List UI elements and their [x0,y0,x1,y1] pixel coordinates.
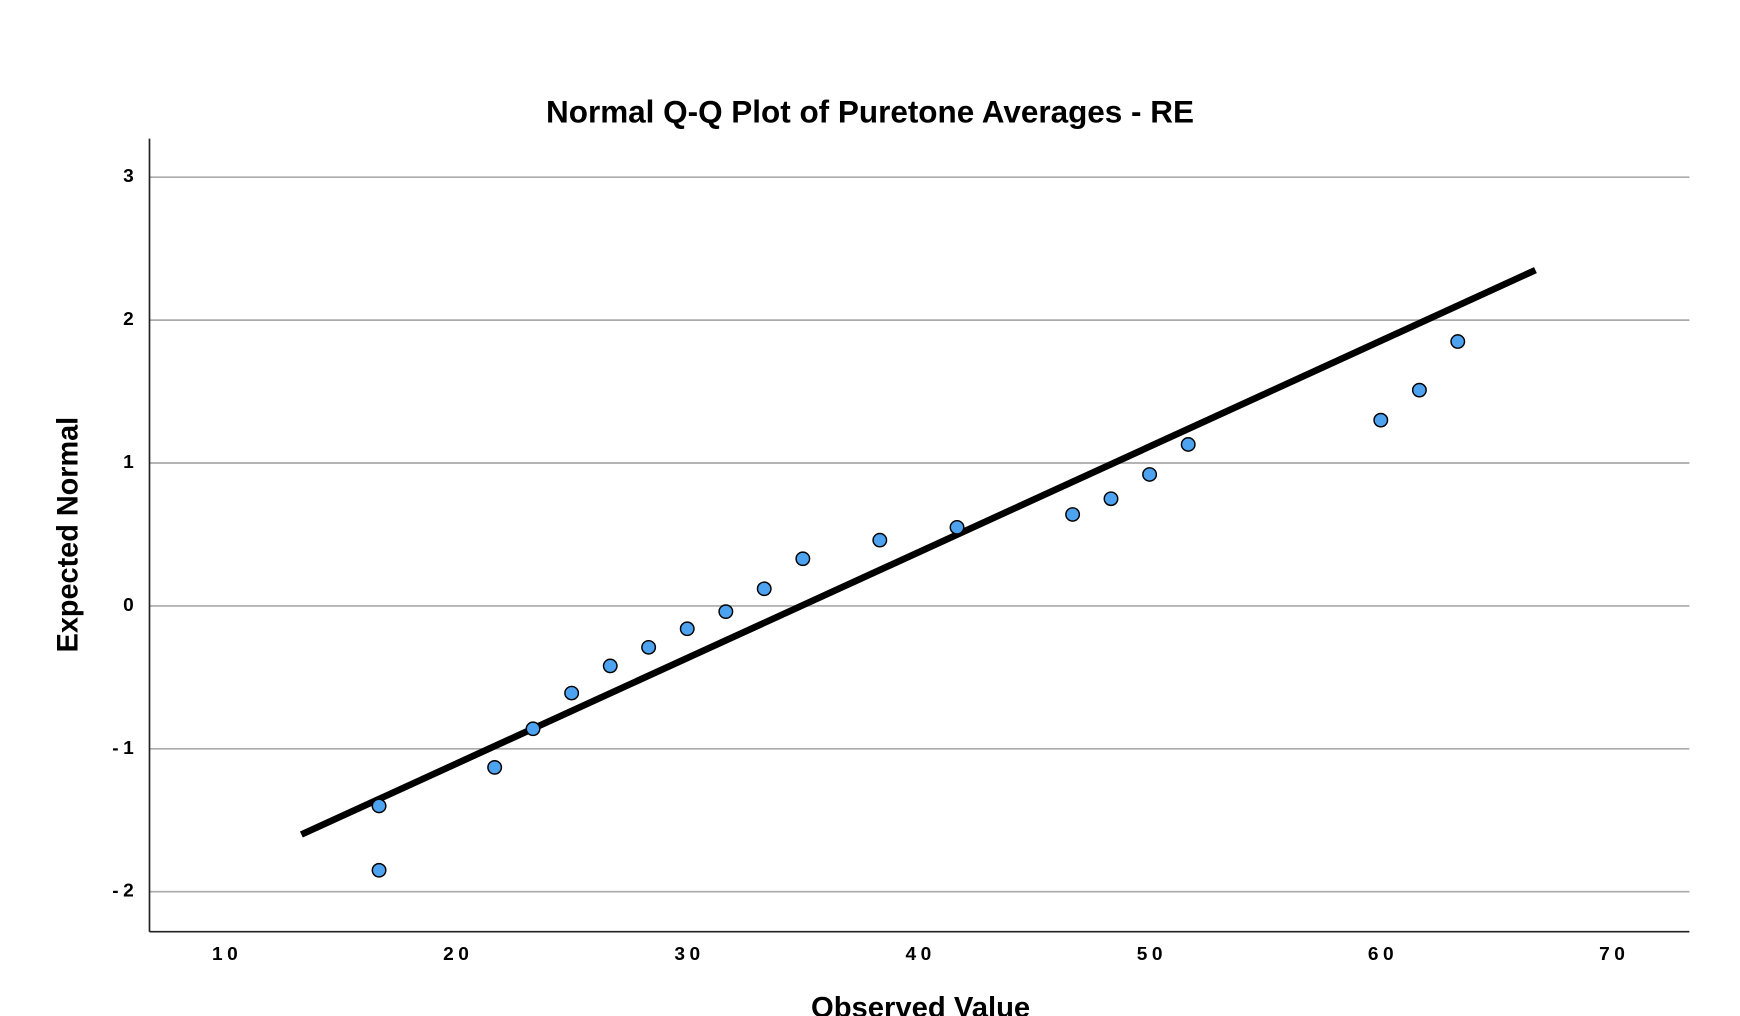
data-point [756,581,772,597]
data-point [949,519,965,535]
data-point [718,604,734,619]
data-point [1065,507,1081,522]
y-tick-label: 1 [123,452,138,473]
data-point [564,685,580,701]
x-tick-label: 50 [1137,944,1167,965]
x-axis-label: Observed Value [811,992,1030,1016]
data-point [487,760,503,775]
data-point [1411,382,1427,398]
y-axis-label: Expected Normal [52,417,84,652]
x-tick-label: 40 [906,944,936,965]
chart-title: Normal Q-Q Plot of Puretone Averages - R… [546,95,1194,130]
data-point [1142,467,1158,482]
data-point [641,639,657,655]
x-tick-label: 60 [1368,944,1398,965]
data-point [679,621,695,637]
x-tick-label: 20 [443,944,473,965]
x-tick-label: 70 [1599,944,1629,965]
y-tick-label: 0 [123,595,138,616]
data-point [371,798,387,814]
data-point [525,721,541,737]
data-point [371,862,387,878]
x-tick-label: 10 [212,944,242,965]
y-tick-label: 3 [123,166,138,187]
y-tick-label: 2 [123,309,138,330]
data-point [1373,412,1389,428]
data-point [1450,334,1466,349]
x-tick-label: 30 [674,944,704,965]
data-point [795,551,811,567]
data-point [602,658,618,674]
y-tick-label: -1 [112,738,138,759]
data-point [1103,491,1119,507]
reference-line [299,267,1537,838]
data-point [1180,437,1196,452]
y-tick-label: -2 [112,881,138,902]
data-point [872,532,888,548]
